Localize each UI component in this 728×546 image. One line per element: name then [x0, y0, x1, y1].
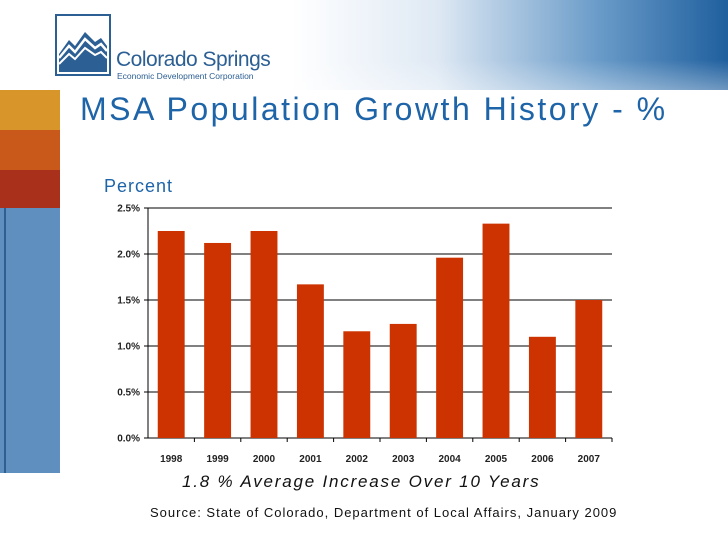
x-tick-label: 1998 — [160, 454, 183, 465]
accent-strip-line — [4, 208, 6, 473]
x-tick-label: 2007 — [578, 454, 601, 465]
y-tick-label: 0.5% — [117, 388, 140, 399]
y-tick-label: 2.0% — [117, 250, 140, 261]
bar-2003 — [389, 323, 417, 438]
mountain-logo-icon — [55, 14, 111, 76]
x-tick-label: 1999 — [206, 454, 229, 465]
y-tick-label: 1.5% — [117, 296, 140, 307]
x-tick-label: 2006 — [531, 454, 554, 465]
bar-2002 — [343, 331, 371, 438]
bar-2007 — [575, 300, 603, 438]
x-tick-label: 2001 — [299, 454, 322, 465]
logo-name: Colorado Springs — [116, 48, 271, 71]
accent-strip-red — [0, 170, 60, 208]
accent-strip-gold — [0, 90, 60, 130]
bar-chart: 0.0% 0.5% 1.0% 1.5% 2.0% 2.5% 1998 1999 2000 2001… — [117, 204, 613, 465]
bar-1998 — [157, 231, 185, 438]
slide-title: MSA Population Growth History - % — [80, 91, 668, 127]
x-tick-label: 2004 — [438, 454, 461, 465]
accent-strip-blue — [0, 208, 60, 473]
y-tick-label: 1.0% — [117, 342, 140, 353]
accent-strip-orange — [0, 130, 60, 170]
average-note: 1.8 % Average Increase Over 10 Years — [182, 472, 541, 491]
bar-2004 — [436, 257, 464, 438]
bar-2005 — [482, 223, 510, 438]
logo-subtitle: Economic Development Corporation — [117, 71, 254, 81]
x-tick-label: 2002 — [346, 454, 369, 465]
bar-2001 — [296, 284, 324, 438]
x-tick-label: 2000 — [253, 454, 276, 465]
y-axis-label: Percent — [104, 176, 174, 196]
x-tick-label: 2005 — [485, 454, 508, 465]
y-tick-label: 0.0% — [117, 434, 140, 445]
bar-2000 — [250, 231, 278, 438]
x-tick-label: 2003 — [392, 454, 415, 465]
source-citation: Source: State of Colorado, Department of… — [150, 505, 618, 520]
bar-2006 — [528, 336, 556, 438]
y-tick-label: 2.5% — [117, 204, 140, 215]
header-background — [0, 0, 728, 90]
bar-1999 — [204, 242, 232, 438]
